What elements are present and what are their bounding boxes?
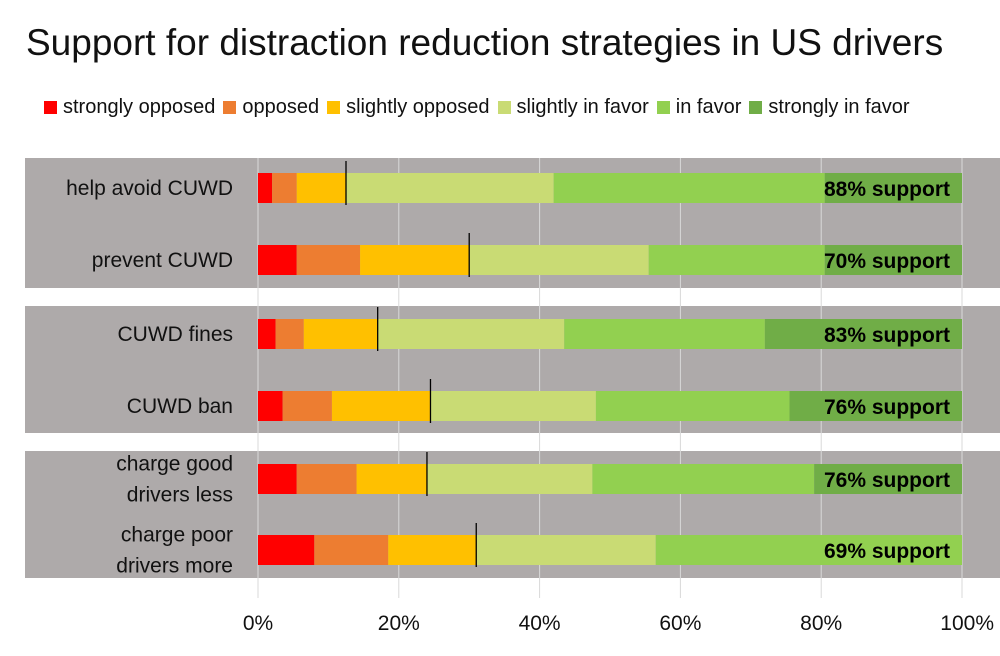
bar-segment <box>553 173 825 203</box>
bar-segment <box>258 319 276 349</box>
bar-segment <box>360 245 470 275</box>
legend-label: in favor <box>675 96 742 118</box>
x-tick-label: 20% <box>378 612 420 635</box>
bar-segment <box>426 464 593 494</box>
chart-title: Support for distraction reduction strate… <box>26 22 944 63</box>
legend-item: strongly opposed <box>44 96 215 119</box>
bar-segment <box>595 391 790 421</box>
legend-swatch <box>749 101 763 114</box>
x-tick-label: 100% <box>940 612 994 635</box>
support-label: 70% support <box>824 250 950 273</box>
legend-swatch <box>497 101 511 114</box>
legend: strongly opposed opposed slightly opposed s… <box>44 96 918 119</box>
legend-item: slightly in favor <box>497 96 649 119</box>
support-label: 83% support <box>824 324 950 347</box>
legend-swatch <box>327 101 341 114</box>
bar-segment <box>824 173 962 203</box>
bar-segment <box>764 319 962 349</box>
bar-segment <box>655 535 962 565</box>
bar-segment <box>346 173 554 203</box>
category-label: prevent CUWD <box>92 249 233 272</box>
category-label: charge good <box>116 453 233 476</box>
bar-segment <box>296 464 357 494</box>
legend-swatch <box>656 101 670 114</box>
support-label: 69% support <box>824 540 950 563</box>
category-label: CUWD fines <box>117 323 233 346</box>
bar-segment <box>564 319 765 349</box>
bar-segment <box>314 535 389 565</box>
x-tick-label: 40% <box>519 612 561 635</box>
bar-segment <box>303 319 378 349</box>
bar-segment <box>296 173 346 203</box>
category-label: CUWD ban <box>127 395 233 418</box>
legend-label: slightly opposed <box>346 96 490 118</box>
legend-label: opposed <box>242 96 320 118</box>
bar-segment <box>296 245 361 275</box>
legend-item: strongly in favor <box>749 96 910 119</box>
category-label: drivers less <box>127 484 233 507</box>
legend-item: slightly opposed <box>327 96 490 119</box>
bar-segment <box>331 391 431 421</box>
bar-segment <box>377 319 565 349</box>
bar-segment <box>469 245 649 275</box>
bar-segment <box>824 245 962 275</box>
legend-swatch <box>44 101 57 114</box>
bar-segment <box>282 391 332 421</box>
support-label: 76% support <box>824 469 950 492</box>
support-label: 88% support <box>824 178 950 201</box>
bar-segment <box>789 391 962 421</box>
bar-segment <box>275 319 304 349</box>
legend-label: slightly in favor <box>516 96 649 118</box>
x-tick-label: 80% <box>800 612 842 635</box>
x-tick-label: 0% <box>243 612 273 635</box>
bar-segment <box>814 464 962 494</box>
legend-label: strongly opposed <box>63 96 216 118</box>
bar-segment <box>476 535 656 565</box>
category-label: drivers more <box>116 555 233 578</box>
bar-segment <box>356 464 427 494</box>
bar-segment <box>592 464 815 494</box>
bar-segment <box>272 173 297 203</box>
bar-segment <box>430 391 596 421</box>
category-label: charge poor <box>121 524 233 547</box>
bar-segment <box>258 173 273 203</box>
legend-item: opposed <box>223 96 319 119</box>
legend-swatch <box>223 101 237 114</box>
bar-segment <box>388 535 477 565</box>
bar-segment <box>258 245 297 275</box>
bar-segment <box>258 391 283 421</box>
bar-segment <box>258 464 297 494</box>
support-label: 76% support <box>824 396 950 419</box>
x-tick-label: 60% <box>659 612 701 635</box>
category-label: help avoid CUWD <box>66 177 233 200</box>
legend-label: strongly in favor <box>768 96 910 118</box>
bar-segment <box>258 535 315 565</box>
bar-segment <box>648 245 825 275</box>
legend-item: in favor <box>656 96 742 119</box>
